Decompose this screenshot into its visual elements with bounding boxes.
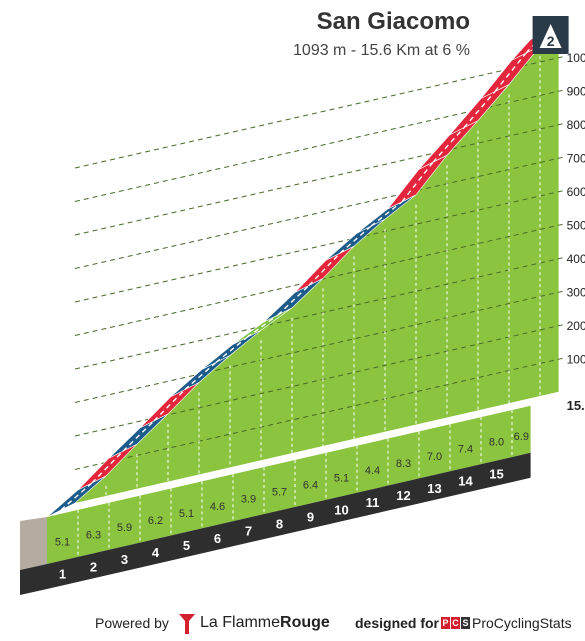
- segment-gradient-label: 6.3: [86, 529, 101, 541]
- segment-gradient-label: 8.3: [396, 458, 411, 470]
- profile-side-face: [20, 517, 47, 570]
- climb-profile-chart: 100m 200m 300m 400m 500m 600m 700m 800m 900m 1000…: [20, 16, 585, 595]
- segment-gradient-label: 5.9: [117, 522, 132, 534]
- km-marker-label: 1: [59, 566, 66, 581]
- altitude-gridline: [74, 357, 563, 470]
- climb-summary: 1093 m - 15.6 Km at 6 %: [293, 42, 470, 59]
- segment-gradient-label: 4.4: [365, 465, 380, 477]
- km-marker-label: 5: [183, 538, 190, 553]
- km-marker-label: 3: [121, 552, 128, 567]
- segment-gradient-label: 6.4: [303, 479, 318, 491]
- pcs-letter: P: [441, 617, 450, 629]
- designed-for-label: designed for: [355, 615, 440, 631]
- climb-title: San Giacomo: [316, 8, 470, 35]
- procyclingstats-link[interactable]: ProCyclingStats: [472, 615, 572, 631]
- segment-gradient-label: 8.0: [489, 437, 504, 449]
- segment-centre-line: [308, 252, 341, 286]
- km-marker-label: 14: [458, 474, 473, 489]
- km-marker-label: 9: [307, 509, 314, 524]
- footer: Powered by La FlammeRouge designed for P…: [0, 610, 585, 640]
- segment-centre-line: [432, 127, 465, 163]
- altitude-tick-label: 300m: [567, 285, 585, 299]
- mountain-icon: [539, 24, 562, 48]
- segment-centre-line: [463, 91, 496, 129]
- altitude-gridline: [74, 190, 563, 303]
- segment-centre-line: [215, 336, 248, 363]
- brand-part-1: La Flamme: [200, 614, 281, 631]
- segment-centre-line: [370, 201, 403, 227]
- km-marker-label: 11: [366, 495, 380, 510]
- la-flamme-rouge-brand: La FlammeRouge: [200, 614, 330, 632]
- segment-gradient-label: 3.9: [241, 494, 256, 506]
- segment-gradient-label: 7.0: [427, 451, 442, 463]
- pcs-letter: S: [461, 617, 470, 629]
- segment-centre-line: [122, 420, 155, 452]
- segment-centre-line: [246, 314, 279, 338]
- segment-gradient-label: 5.1: [334, 472, 349, 484]
- segment-gradient-label: 6.9: [514, 431, 529, 443]
- profile-fill: [75, 25, 559, 503]
- pcs-letter: C: [451, 617, 460, 629]
- segment-gradient-label: 4.6: [210, 501, 225, 513]
- segment-gradient-label: 5.7: [272, 487, 287, 499]
- altitude-tick-label: 200m: [567, 319, 585, 333]
- altitude-gridline: [74, 257, 563, 370]
- altitude-gridline: [74, 123, 563, 236]
- km-marker-label: 8: [276, 517, 283, 532]
- profile-base-strip: [20, 452, 531, 595]
- gradient-panel: [47, 405, 531, 564]
- altitude-gridline: [74, 56, 563, 169]
- km-marker-label: 2: [90, 559, 97, 574]
- altitude-gridline: [74, 290, 563, 403]
- km-marker-label: 12: [396, 488, 410, 503]
- end-distance-label: 15.6: [567, 398, 585, 413]
- altitude-tick-label: 700m: [567, 151, 585, 165]
- segment-gradient-label: 5.1: [179, 508, 194, 520]
- segment-gradient-label: 6.2: [148, 515, 163, 527]
- pcs-logo-icon: P C S: [441, 617, 471, 629]
- segment-gradient-label: 5.1: [55, 536, 70, 548]
- altitude-tick-label: 900m: [567, 84, 585, 98]
- powered-by-label: Powered by: [95, 615, 169, 631]
- altitude-tick-label: 800m: [567, 118, 585, 132]
- altitude-tick-label: 500m: [567, 218, 585, 232]
- la-flamme-rouge-icon: [179, 614, 195, 634]
- km-marker-label: 15: [489, 467, 503, 482]
- altitude-gridline: [74, 223, 563, 336]
- segment-centre-line: [339, 225, 372, 254]
- altitude-tick-label: 100m: [567, 352, 585, 366]
- segment-centre-line: [277, 284, 310, 316]
- altitude-tick-label: 600m: [567, 185, 585, 199]
- km-marker-label: 6: [214, 531, 221, 546]
- altitude-gridline: [74, 156, 563, 269]
- segment-centre-line: [184, 361, 217, 391]
- category-badge-label: 2: [547, 33, 555, 49]
- segment-centre-line: [153, 389, 186, 422]
- km-marker-label: 10: [334, 502, 348, 517]
- segment-centre-line: [60, 482, 93, 511]
- brand-part-2: Rouge: [280, 614, 330, 631]
- altitude-tick-label: 400m: [567, 252, 585, 266]
- segment-centre-line: [91, 450, 124, 484]
- km-marker-label: 13: [427, 481, 441, 496]
- altitude-tick-label: 1000m: [567, 51, 585, 65]
- km-marker-label: 7: [245, 524, 252, 539]
- segment-gradient-label: 7.4: [458, 444, 473, 456]
- km-marker-label: 4: [152, 545, 160, 560]
